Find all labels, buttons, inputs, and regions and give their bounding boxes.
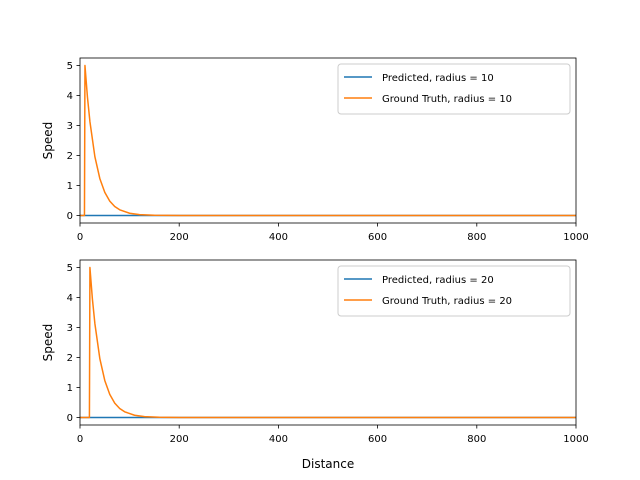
legend-box bbox=[337, 265, 571, 317]
y-tick-label: 4 bbox=[67, 293, 73, 304]
y-axis-label-top: Speed bbox=[41, 122, 55, 160]
y-tick-label: 0 bbox=[67, 211, 73, 222]
legend-bottom: Predicted, radius = 20 Ground Truth, radi… bbox=[337, 265, 571, 317]
x-axis-ticks-top: 0 200 400 600 800 1000 bbox=[77, 223, 589, 243]
x-tick-label: 200 bbox=[170, 434, 189, 445]
x-tick-label: 800 bbox=[467, 434, 486, 445]
x-tick-label: 0 bbox=[77, 434, 83, 445]
y-tick-label: 4 bbox=[67, 91, 73, 102]
legend-top: Predicted, radius = 10 Ground Truth, radi… bbox=[337, 63, 571, 115]
legend-entry-label: Predicted, radius = 20 bbox=[382, 275, 494, 286]
x-tick-label: 1000 bbox=[563, 434, 588, 445]
y-tick-label: 2 bbox=[67, 151, 73, 162]
series-line-ground-truth-bottom bbox=[80, 266, 576, 419]
plot-lines-bottom bbox=[80, 266, 576, 419]
x-tick-label: 0 bbox=[77, 232, 83, 243]
x-axis-label-bottom: Distance bbox=[302, 457, 354, 471]
y-axis-label-bottom: Speed bbox=[41, 324, 55, 362]
series-line-ground-truth-top bbox=[80, 64, 576, 217]
x-tick-label: 1000 bbox=[563, 232, 588, 243]
y-axis-ticks-bottom: 0 1 2 3 4 5 bbox=[67, 263, 80, 424]
x-tick-label: 600 bbox=[368, 434, 387, 445]
axes-frame-top bbox=[79, 57, 577, 224]
subplot-top: 0 200 400 600 800 1000 0 1 2 3 4 5 Speed Predicted… bbox=[41, 57, 589, 243]
x-tick-label: 200 bbox=[170, 232, 189, 243]
plot-lines-top bbox=[80, 64, 576, 217]
legend-box bbox=[337, 63, 571, 115]
legend-entry-label: Ground Truth, radius = 10 bbox=[382, 94, 512, 105]
x-axis-ticks-bottom: 0 200 400 600 800 1000 bbox=[77, 425, 589, 445]
y-tick-label: 3 bbox=[67, 121, 73, 132]
y-tick-label: 5 bbox=[67, 61, 73, 72]
y-tick-label: 1 bbox=[67, 181, 73, 192]
x-tick-label: 400 bbox=[269, 434, 288, 445]
y-tick-label: 1 bbox=[67, 383, 73, 394]
y-tick-label: 5 bbox=[67, 263, 73, 274]
axes-frame-bottom bbox=[79, 259, 577, 426]
x-tick-label: 600 bbox=[368, 232, 387, 243]
y-tick-label: 3 bbox=[67, 323, 73, 334]
legend-entry-label: Predicted, radius = 10 bbox=[382, 73, 494, 84]
x-tick-label: 400 bbox=[269, 232, 288, 243]
y-tick-label: 0 bbox=[67, 413, 73, 424]
y-axis-ticks-top: 0 1 2 3 4 5 bbox=[67, 61, 80, 222]
y-tick-label: 2 bbox=[67, 353, 73, 364]
legend-entry-label: Ground Truth, radius = 20 bbox=[382, 296, 512, 307]
x-tick-label: 800 bbox=[467, 232, 486, 243]
